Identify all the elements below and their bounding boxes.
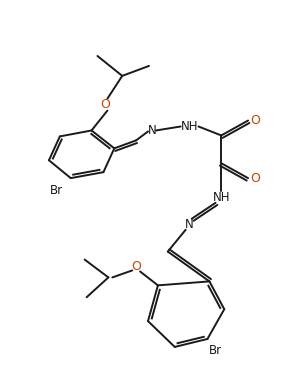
- Text: O: O: [250, 114, 260, 127]
- Text: N: N: [148, 124, 156, 137]
- Text: N: N: [185, 218, 194, 231]
- Text: Br: Br: [50, 183, 63, 196]
- Text: O: O: [100, 98, 110, 111]
- Text: NH: NH: [181, 120, 198, 133]
- Text: Br: Br: [209, 345, 222, 358]
- Text: O: O: [250, 172, 260, 185]
- Text: NH: NH: [213, 191, 230, 205]
- Text: O: O: [131, 260, 141, 273]
